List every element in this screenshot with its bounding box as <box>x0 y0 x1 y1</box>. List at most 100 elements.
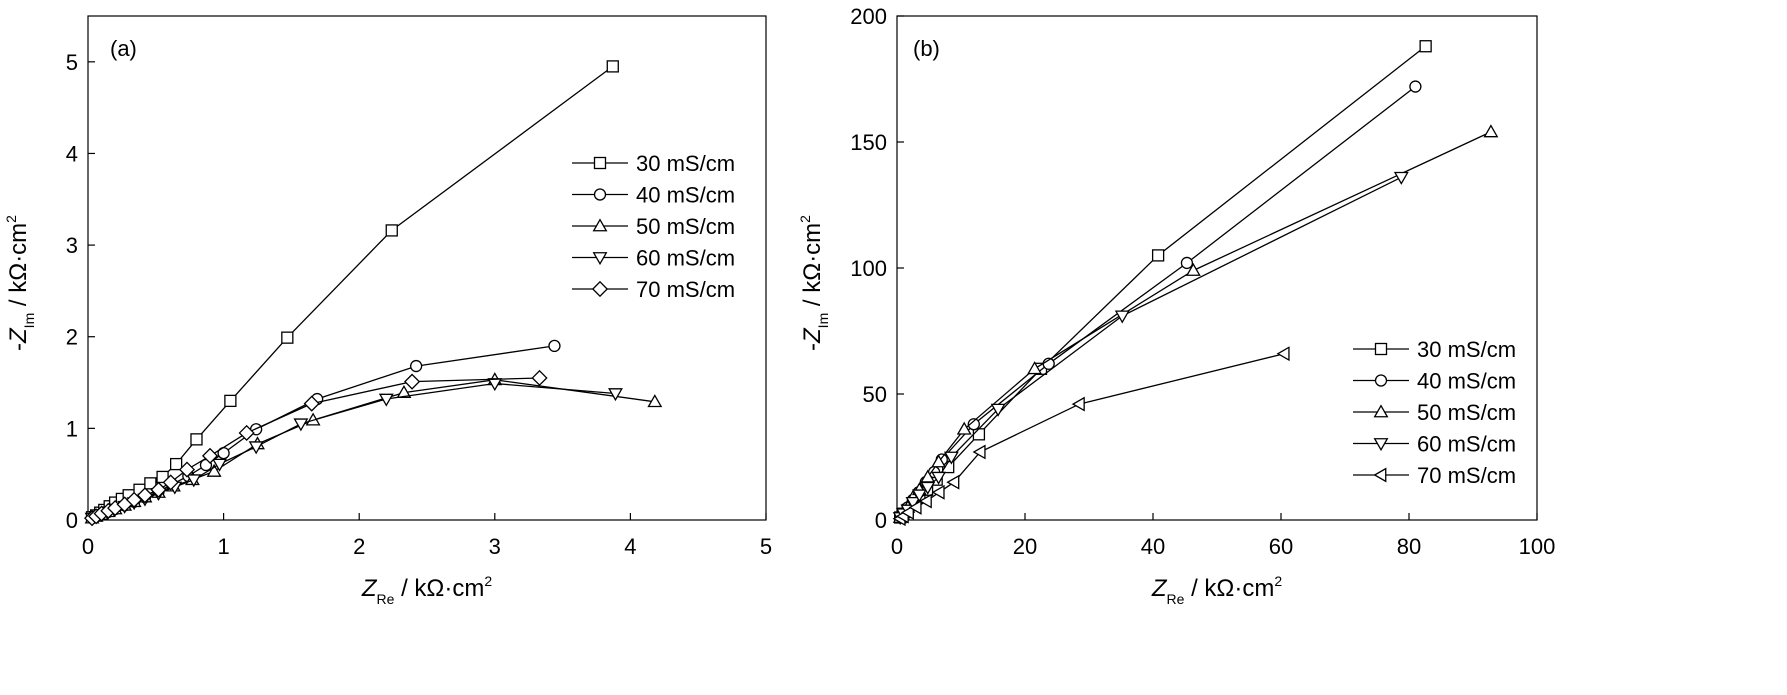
y-tick-label: 100 <box>850 256 887 281</box>
x-tick-label: 5 <box>760 534 772 559</box>
panel-a: (a) 0 1 2 3 4 5 0 1 2 3 4 5 30 mS/cm 40 mS/cm 50 mS/… <box>3 15 772 607</box>
y-tick-label: 2 <box>66 325 78 350</box>
x-tick-label: 20 <box>1013 534 1037 559</box>
data-point <box>606 60 619 73</box>
y-ticks-b: 0 50 100 150 200 <box>850 4 904 533</box>
data-point <box>918 493 932 509</box>
y-tick-label: 150 <box>850 130 887 155</box>
series-line <box>91 65 614 518</box>
panel-label-a: (a) <box>110 36 137 61</box>
legend-entry: 30 mS/cm <box>572 151 735 176</box>
x-axis-title-a: ZRe / kΩ·cm2 <box>361 573 493 607</box>
legend-label: 40 mS/cm <box>1417 369 1516 394</box>
legend-marker <box>1373 438 1389 452</box>
data-point <box>931 454 947 468</box>
x-tick-label: 40 <box>1141 534 1165 559</box>
data-point <box>1393 171 1409 185</box>
data-point <box>224 394 237 408</box>
data-point <box>967 418 980 431</box>
data-point <box>150 481 167 498</box>
series-line <box>91 382 616 519</box>
series-triangle-up <box>892 124 1499 523</box>
legend-entry: 50 mS/cm <box>572 214 735 239</box>
data-point <box>1180 256 1194 270</box>
legend-label: 50 mS/cm <box>636 214 735 239</box>
y-axis-title-b: -ZIm / kΩ·cm2 <box>797 215 831 351</box>
data-point <box>1419 40 1432 53</box>
legend-label: 70 mS/cm <box>1417 463 1516 488</box>
series-diamond <box>83 369 548 527</box>
legend-label: 60 mS/cm <box>1417 432 1516 457</box>
legend-label: 60 mS/cm <box>636 246 735 271</box>
legend-marker <box>1373 467 1387 483</box>
data-point <box>404 373 421 390</box>
data-point <box>548 339 561 353</box>
series-line <box>91 379 655 519</box>
data-point <box>169 457 183 471</box>
data-point <box>1483 124 1499 138</box>
y-tick-label: 3 <box>66 233 78 258</box>
data-point <box>972 428 986 441</box>
data-point <box>1071 396 1085 412</box>
data-point <box>186 474 202 488</box>
y-tick-label: 50 <box>863 382 887 407</box>
series-triangle-down <box>892 171 1409 526</box>
data-point <box>956 421 972 435</box>
legend-marker <box>1374 374 1388 387</box>
y-tick-label: 200 <box>850 4 887 29</box>
legend-entry: 70 mS/cm <box>1353 463 1516 488</box>
data-point <box>156 470 169 484</box>
legend-label: 70 mS/cm <box>636 277 735 302</box>
data-point <box>396 384 412 399</box>
data-point <box>162 474 179 491</box>
series-a <box>83 60 663 527</box>
data-point <box>238 424 255 442</box>
data-point <box>206 463 222 477</box>
legend-entry: 30 mS/cm <box>1353 337 1516 362</box>
series-line <box>899 131 1492 518</box>
y-tick-label: 4 <box>66 141 78 166</box>
series-triangle-left <box>892 346 1290 527</box>
data-point <box>1276 346 1290 362</box>
legend-label: 30 mS/cm <box>636 151 735 176</box>
x-tick-label: 0 <box>82 534 94 559</box>
legend-entry: 70 mS/cm <box>572 277 735 302</box>
x-tick-label: 60 <box>1269 534 1293 559</box>
series-line <box>899 45 1427 518</box>
data-point <box>126 491 143 508</box>
series-square <box>85 60 619 524</box>
legend-label: 50 mS/cm <box>1417 400 1516 425</box>
data-point <box>190 433 203 446</box>
data-point <box>931 471 947 485</box>
legend-b: 30 mS/cm 40 mS/cm 50 mS/cm 60 mS/cm 70 mS/cm <box>1353 337 1516 488</box>
data-point <box>201 447 219 464</box>
y-tick-label: 0 <box>875 508 887 533</box>
y-axis-title-a: -ZIm / kΩ·cm2 <box>3 215 37 351</box>
data-point <box>943 451 959 465</box>
data-point <box>1409 80 1422 93</box>
series-b <box>892 40 1499 527</box>
data-point <box>1027 361 1043 375</box>
data-point <box>931 484 945 500</box>
x-tick-label: 3 <box>489 534 501 559</box>
y-tick-label: 0 <box>66 508 78 533</box>
data-point <box>378 393 394 407</box>
data-point <box>178 461 196 478</box>
y-tick-label: 1 <box>66 416 78 441</box>
legend-label: 30 mS/cm <box>1417 337 1516 362</box>
data-point <box>531 369 548 387</box>
data-point <box>303 395 320 412</box>
data-point <box>920 481 936 495</box>
legend-marker <box>593 188 607 201</box>
data-point <box>248 441 264 455</box>
legend-label: 40 mS/cm <box>636 183 735 208</box>
y-ticks-a: 0 1 2 3 4 5 <box>66 50 95 533</box>
legend-marker <box>592 218 608 232</box>
legend-entry: 60 mS/cm <box>1353 432 1516 457</box>
data-point <box>908 499 922 515</box>
data-point <box>647 394 663 408</box>
data-point <box>1185 262 1201 276</box>
data-point <box>293 418 309 432</box>
data-point <box>1151 249 1165 262</box>
data-point <box>1114 310 1130 324</box>
